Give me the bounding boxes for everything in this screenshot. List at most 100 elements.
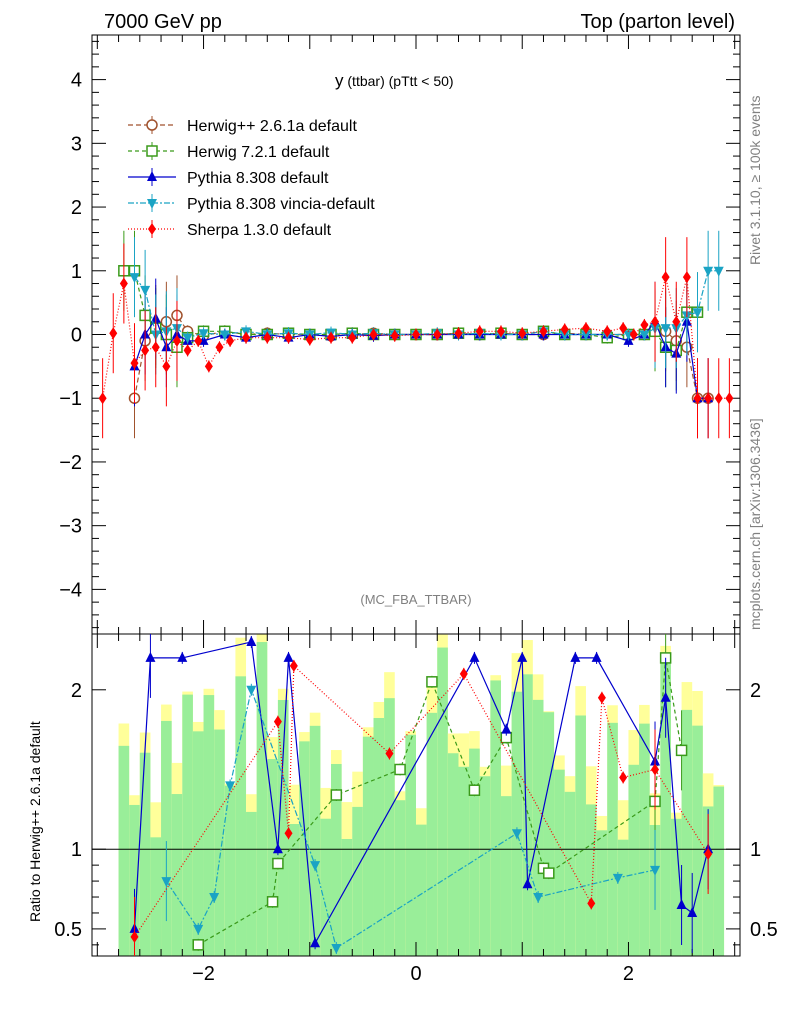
data-point-marker: [650, 865, 661, 876]
ratio-ylabel: Ratio to Herwig++ 2.6.1a default: [27, 721, 43, 922]
data-point-marker: [215, 341, 224, 354]
band-green: [437, 647, 448, 956]
band-green: [543, 712, 555, 956]
band-green: [150, 837, 162, 956]
data-point-marker: [182, 333, 193, 344]
legend-label: Herwig++ 2.6.1a default: [187, 118, 357, 135]
ratio-uncertainty-bands: [118, 634, 725, 956]
y-tick-label: 4: [71, 70, 82, 92]
band-green: [500, 796, 512, 956]
data-point-marker: [177, 651, 188, 662]
series-pythia-8-308-vincia-default: [161, 683, 661, 955]
axes: −2 0 2 −4 −3 −2 −1 0 1 2 3 4 0.5 0.5 1 1 2 2: [54, 34, 778, 985]
analysis-watermark: (MC_FBA_TTBAR): [360, 592, 471, 607]
data-point-marker: [651, 315, 660, 328]
legend-label: Herwig 7.2.1 default: [187, 144, 330, 161]
data-point-marker: [639, 330, 650, 341]
band-green: [299, 741, 310, 956]
band-green: [214, 729, 225, 956]
band-green: [596, 830, 608, 956]
data-point-marker: [612, 873, 623, 884]
band-green: [490, 680, 501, 956]
data-point-marker: [246, 635, 257, 646]
band-green: [681, 709, 693, 956]
series-line: [165, 687, 656, 949]
band-green: [373, 717, 385, 956]
data-point-marker: [591, 651, 602, 662]
series-line: [102, 277, 730, 399]
data-point-marker: [687, 906, 698, 917]
data-point-marker: [194, 334, 203, 347]
data-point-marker: [369, 328, 378, 341]
data-point-marker: [242, 331, 251, 344]
data-point-marker: [704, 392, 713, 405]
data-point-marker: [714, 392, 723, 405]
data-point-marker: [283, 651, 294, 662]
x-tick-label: 0: [410, 963, 421, 985]
data-point-marker: [98, 392, 107, 405]
legend-label: Pythia 8.308 default: [187, 170, 329, 187]
ratio-y-tick-label: 0.5: [54, 919, 82, 941]
data-point-marker: [559, 330, 570, 341]
data-point-marker: [426, 676, 438, 688]
band-green: [405, 734, 416, 956]
band-green: [447, 753, 459, 956]
data-point-marker: [193, 924, 204, 935]
data-point-marker: [198, 329, 209, 340]
data-point-marker: [619, 322, 628, 335]
band-green: [692, 725, 703, 956]
band-green: [479, 776, 491, 956]
data-point-marker: [263, 331, 272, 344]
series-sherpa-1-3-0-default: [98, 237, 734, 439]
band-green: [607, 722, 618, 956]
data-point-marker: [672, 315, 681, 328]
band-green: [161, 720, 172, 956]
band-green: [256, 642, 268, 956]
data-point-marker: [433, 328, 442, 341]
x-tick-label: −2: [192, 963, 215, 985]
ratio-y-tick-label: 2: [71, 680, 82, 702]
data-point-marker: [682, 271, 691, 284]
y-tick-label: −2: [59, 452, 82, 474]
legend-entry: Sherpa 1.3.0 default: [128, 220, 332, 239]
band-green: [235, 676, 247, 956]
data-point-marker: [454, 327, 463, 340]
data-point-marker: [581, 322, 590, 335]
band-green: [182, 694, 193, 956]
data-point-marker: [660, 324, 671, 335]
data-series: [98, 230, 734, 956]
band-green: [331, 763, 342, 956]
legend-entry: Pythia 8.308 vincia-default: [128, 194, 375, 213]
band-green: [511, 691, 523, 956]
data-point-marker: [511, 829, 522, 840]
data-point-marker: [412, 328, 420, 341]
data-point-marker: [172, 334, 181, 347]
data-point-marker: [676, 898, 687, 909]
series-line: [133, 641, 709, 946]
data-point-marker: [651, 763, 660, 776]
data-point-marker: [109, 327, 118, 340]
data-point-marker: [266, 896, 279, 908]
legend: Herwig++ 2.6.1a default Herwig 7.2.1 defa…: [128, 116, 375, 239]
data-point-marker: [533, 893, 544, 904]
plot-title: y (ttbar) (pTtt < 50): [335, 71, 454, 90]
data-point-marker: [468, 784, 481, 796]
data-point-marker: [147, 199, 157, 209]
data-point-marker: [475, 325, 484, 338]
legend-entry: Pythia 8.308 default: [128, 168, 329, 187]
data-point-marker: [543, 867, 555, 879]
band-green: [129, 804, 140, 956]
data-point-marker: [496, 325, 505, 338]
data-point-marker: [226, 334, 235, 347]
y-tick-label: −3: [59, 516, 82, 538]
data-point-marker: [394, 763, 406, 776]
data-point-marker: [539, 325, 548, 338]
data-point-marker: [246, 685, 257, 696]
data-point-marker: [161, 877, 172, 888]
data-point-marker: [305, 333, 314, 346]
band-green: [203, 695, 215, 956]
series-sherpa-1-3-0-default: [130, 659, 713, 956]
band-green: [192, 731, 204, 956]
data-point-marker: [501, 723, 512, 734]
mcplots-credit: mcplots.cern.ch [arXiv:1306.3436]: [747, 418, 763, 630]
